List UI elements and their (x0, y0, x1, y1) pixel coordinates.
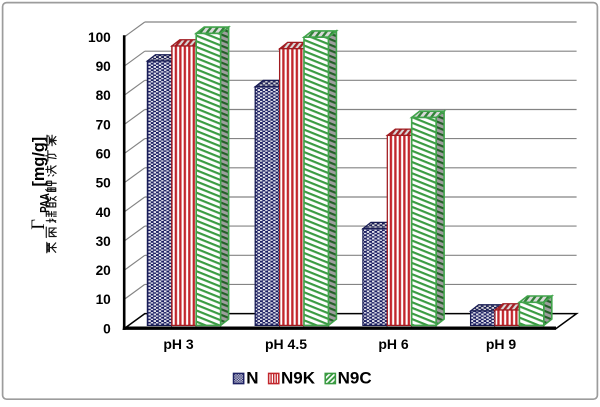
svg-text:20: 20 (96, 263, 112, 278)
svg-text:40: 40 (96, 205, 112, 220)
svg-text:pH 6: pH 6 (378, 336, 409, 352)
svg-text:60: 60 (96, 146, 112, 161)
svg-text:0: 0 (103, 321, 111, 336)
svg-text:N9K: N9K (281, 369, 316, 388)
svg-text:[mg/g]: [mg/g] (30, 137, 48, 187)
svg-text:pH 3: pH 3 (163, 336, 194, 352)
svg-text:100: 100 (88, 30, 111, 45)
svg-text:N: N (246, 369, 258, 388)
svg-text:30: 30 (96, 234, 112, 249)
svg-text:pH 4.5: pH 4.5 (265, 336, 307, 352)
svg-text:50: 50 (96, 176, 112, 191)
svg-text:pH 9: pH 9 (486, 336, 517, 352)
svg-text:PAA: PAA (39, 193, 53, 213)
svg-text:Γ: Γ (29, 219, 49, 230)
svg-text:90: 90 (96, 59, 112, 74)
svg-text:N9C: N9C (338, 369, 372, 388)
svg-text:80: 80 (96, 88, 112, 103)
svg-text:10: 10 (96, 292, 112, 307)
svg-text:70: 70 (96, 117, 112, 132)
